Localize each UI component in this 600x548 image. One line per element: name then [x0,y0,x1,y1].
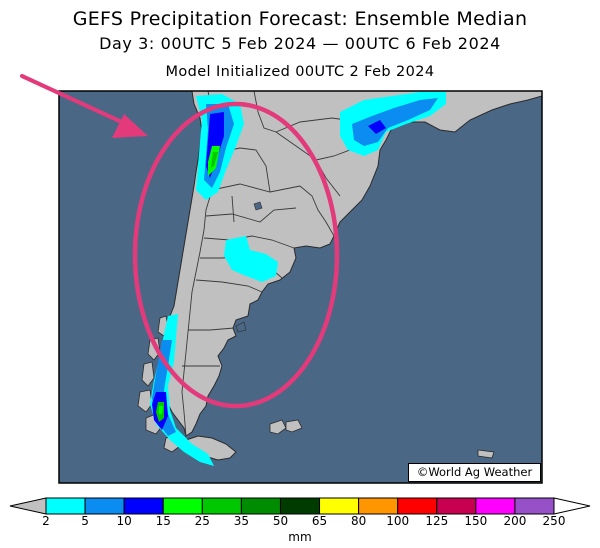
precipitation-shading [150,92,446,466]
forecast-period: Day 3: 00UTC 5 Feb 2024 — 00UTC 6 Feb 20… [99,34,501,53]
legend-tick-label: 35 [233,514,250,528]
precip-patagonia-core-2 [159,406,163,414]
legend-tick-label: 15 [155,514,171,528]
annotation-arrow [20,74,148,138]
map-frame [58,90,543,484]
precip-pampas-light [224,236,278,282]
legend-swatch [358,497,399,515]
legend-swatch [397,497,438,515]
legend-swatch [240,497,281,515]
precip-brazil-moderate [352,98,438,146]
legend-swatch [436,497,477,515]
legend-tick-label: 65 [311,514,328,528]
legend-tick-label: 25 [194,514,210,528]
legend-swatch [319,497,360,515]
legend-tick-label: 125 [425,514,449,528]
precip-andes-core-2 [211,152,218,168]
legend-tick-label: 80 [350,514,367,528]
legend-swatch [475,497,516,515]
legend-tick-label: 10 [116,514,132,528]
legend-overflow [553,497,591,515]
legend-swatch [279,497,321,515]
legend-tick-label: 250 [542,514,566,528]
legend-tick-label: 100 [386,514,410,528]
legend-underflow [9,497,47,515]
legend-swatch [84,497,125,515]
model-initialized: Model Initialized 00UTC 2 Feb 2024 [165,64,435,80]
legend-swatch [162,497,203,515]
map-area [59,91,542,483]
credit-label: ©World Ag Weather [408,463,541,482]
precip-brazil-heavy [368,120,386,134]
south-georgia [477,449,495,459]
legend-swatch [45,497,86,515]
annotation-ellipse [132,101,340,409]
legend-swatch [123,497,164,515]
legend-swatch [514,497,555,515]
legend-tick-label: 150 [464,514,488,528]
falkland-islands [269,419,303,435]
legend-swatch [201,497,242,515]
legend-tick-label: 2 [42,514,50,528]
lakes [235,201,263,333]
legend-unit: mm [288,530,312,544]
chart-title: GEFS Precipitation Forecast: Ensemble Me… [72,8,528,30]
legend-tick-label: 5 [81,514,89,528]
legend-tick-label: 200 [503,514,527,528]
land-mass [159,91,542,437]
legend-colorbar [9,497,591,515]
legend-tick-label: 50 [272,514,289,528]
